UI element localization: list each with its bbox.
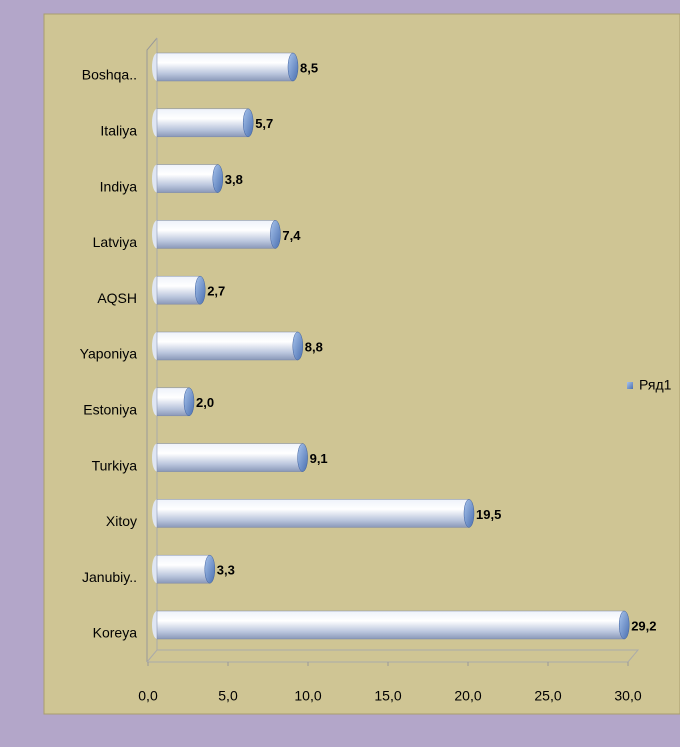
x-tick-label: 15,0: [374, 688, 401, 704]
y-tick-label: Janubiy..: [82, 569, 137, 585]
value-label: 8,8: [305, 339, 323, 354]
bar-cap: [204, 554, 216, 584]
bar-cap: [194, 275, 206, 305]
y-tick-label: Yaponiya: [80, 346, 138, 362]
bar: [156, 499, 470, 528]
bar: [156, 108, 249, 138]
bar-cap: [183, 387, 195, 417]
value-label: 29,2: [631, 618, 656, 633]
bar-cap: [242, 108, 254, 138]
bar-cap: [463, 499, 475, 528]
legend-label: Ряд1: [639, 377, 672, 393]
y-tick-label: Xitoy: [106, 513, 137, 529]
y-tick-label: Indiya: [100, 178, 138, 194]
y-tick-label: Turkiya: [92, 457, 138, 473]
value-label: 3,8: [225, 172, 243, 187]
bar-cap: [287, 52, 299, 82]
x-tick-label: 10,0: [294, 688, 321, 704]
bar-cap: [297, 443, 308, 472]
value-label: 8,5: [300, 60, 318, 75]
x-tick-label: 25,0: [534, 688, 561, 704]
x-tick-label: 30,0: [614, 688, 641, 704]
x-tick-label: 0,0: [138, 688, 158, 704]
bar: [156, 387, 190, 417]
value-label: 5,7: [255, 116, 273, 131]
value-label: 9,1: [310, 451, 328, 466]
bar: [156, 52, 294, 82]
bar: [156, 275, 201, 305]
back-wall: [146, 37, 158, 662]
legend-swatch: [627, 382, 633, 389]
bar: [156, 554, 211, 584]
bar: [156, 164, 219, 193]
bar: [156, 443, 303, 472]
value-label: 19,5: [476, 507, 501, 522]
bar-cap: [292, 331, 304, 361]
x-tick-label: 5,0: [218, 688, 238, 704]
value-label: 2,7: [207, 284, 225, 299]
y-tick-label: Koreya: [93, 625, 138, 641]
bar-cap: [618, 610, 630, 640]
chart-area: [43, 13, 680, 715]
value-label: 7,4: [282, 228, 301, 243]
y-tick-label: Boshqa..: [82, 67, 137, 83]
x-tick-label: 20,0: [454, 688, 481, 704]
bar: [156, 220, 276, 249]
y-tick-label: AQSH: [97, 290, 137, 306]
y-tick-label: Estoniya: [83, 402, 137, 418]
y-tick-label: Italiya: [100, 123, 137, 139]
value-label: 3,3: [217, 563, 235, 578]
bar: [156, 331, 299, 361]
y-tick-label: Latviya: [93, 234, 138, 250]
bar-cap: [270, 220, 281, 249]
bar-cap: [212, 164, 224, 193]
value-label: 2,0: [196, 395, 214, 410]
bar: [156, 610, 625, 640]
